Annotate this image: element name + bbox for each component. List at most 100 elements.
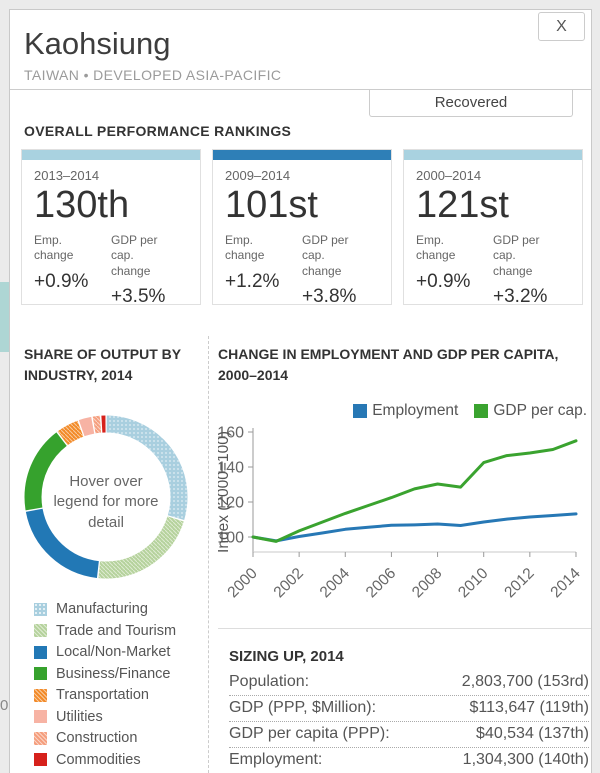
legend-item-trade-and-tourism[interactable]: Trade and Tourism [34,623,176,639]
legend-item-commodities[interactable]: Commodities [34,752,176,768]
rank-period: 2000–2014 [416,168,482,183]
rank-card-2000-2014: 2000–2014 121st Emp. change +0.9% GDP pe… [403,149,583,308]
table-row: Employment: 1,304,300 (140th) [229,748,589,773]
legend-label: Employment [372,402,459,419]
row-value: $113,647 (119th) [469,699,590,716]
page-title: Kaohsiung [24,26,171,61]
svg-text:2000: 2000 [224,565,261,602]
donut-center-note: Hover over legend for more detail [53,473,159,531]
donut-segment-commodities[interactable] [24,415,188,579]
svg-text:2008: 2008 [409,565,445,601]
legend-swatch [34,731,47,745]
legend-item-construction[interactable]: Construction [34,730,176,746]
background-page-sliver [0,282,9,352]
gdp-change-value: +3.8% [302,286,357,308]
svg-text:100: 100 [218,530,244,547]
rank-card-topbar [213,150,391,160]
legend-label: Local/Non-Market [56,644,171,660]
legend-label: Utilities [56,708,103,725]
emp-change-value: +0.9% [34,270,89,292]
row-label: Population: [229,673,310,690]
legend-label: Trade and Tourism [56,622,177,639]
row-value: 2,803,700 (153rd) [461,673,589,690]
emp-change-label: Emp. change [225,232,265,263]
table-row: GDP per capita (PPP): $40,534 (137th) [229,722,589,748]
column-divider [208,336,209,773]
legend-item-utilities[interactable]: Utilities [34,709,176,725]
legend-label: Business/Finance [56,665,171,682]
rankings-heading: OVERALL PERFORMANCE RANKINGS [24,123,292,139]
emp-change-value: +1.2% [225,270,280,292]
line-legend-item-employment[interactable]: Employment [353,402,458,420]
legend-item-manufacturing[interactable]: Manufacturing [34,601,176,617]
sizing-heading: SIZING UP, 2014 [229,648,344,665]
legend-swatch [34,602,47,616]
table-row: GDP (PPP, $Million): $113,647 (119th) [229,696,589,722]
legend-label: Construction [56,730,138,746]
legend-label: Manufacturing [56,601,148,617]
row-value: 1,304,300 (140th) [462,751,589,768]
industry-donut-chart[interactable]: Hover over legend for more detail [21,412,191,582]
legend-swatch [34,688,47,702]
industry-legend: Manufacturing Trade and Tourism Local/Non-… [34,601,176,773]
gdp-change-value: +3.5% [111,286,166,308]
close-button[interactable]: X [538,12,585,41]
series-line-gdp-per-cap-[interactable] [251,439,578,543]
background-page-artifact: 0 [0,697,9,714]
rank-card-2009-2014: 2009–2014 101st Emp. change +1.2% GDP pe… [212,149,392,308]
legend-label: Transportation [56,687,149,703]
rank-value: 101st [225,184,318,226]
svg-text:140: 140 [218,460,244,477]
gdp-change-label: GDP per cap. change [111,232,158,278]
row-label: GDP (PPP, $Million): [229,699,377,716]
row-label: GDP per capita (PPP): [229,725,390,742]
line-chart-legend: Employment GDP per cap. [218,402,591,420]
line-legend-item-gdp-per-cap-[interactable]: GDP per cap. [474,402,587,420]
legend-swatch [34,710,47,723]
emp-change-label: Emp. change [34,232,74,263]
legend-label: GDP per cap. [493,402,587,419]
row-label: Employment: [229,751,323,768]
gdp-change-value: +3.2% [493,286,548,308]
legend-swatch [474,404,489,418]
gdp-change-label: GDP per cap. change [302,232,349,278]
y-axis-label: Index (2000=100) [218,431,232,553]
svg-text:160: 160 [218,425,244,442]
svg-text:120: 120 [218,495,244,512]
page-subtitle: TAIWAN • DEVELOPED ASIA-PACIFIC [24,67,282,83]
emp-change-label: Emp. change [416,232,456,263]
legend-swatch [34,624,47,637]
legend-swatch [34,667,47,680]
rank-period: 2013–2014 [34,168,100,183]
header-divider [10,89,591,90]
legend-label: Commodities [56,751,141,768]
legend-item-business-finance[interactable]: Business/Finance [34,666,176,682]
rank-value: 130th [34,184,130,226]
svg-text:2012: 2012 [501,565,537,601]
donut-segment-business-finance[interactable] [24,415,188,579]
legend-swatch [353,404,368,418]
rank-card-2013-2014: 2013–2014 130th Emp. change +0.9% GDP pe… [21,149,201,308]
industry-chart-title: SHARE OF OUTPUT BY INDUSTRY, 2014 [24,346,181,383]
svg-text:2006: 2006 [363,565,399,601]
employment-chart-title: CHANGE IN EMPLOYMENT AND GDP PER CAPITA,… [218,346,559,383]
svg-text:2014: 2014 [547,565,584,602]
legend-item-transportation[interactable]: Transportation [34,687,176,703]
rankings-cards-row: 2013–2014 130th Emp. change +0.9% GDP pe… [21,149,583,308]
sizing-divider [218,628,591,629]
gdp-change-label: GDP per cap. change [493,232,540,278]
sizing-table: Population: 2,803,700 (153rd) GDP (PPP, … [229,670,589,773]
legend-item-local-non-market[interactable]: Local/Non-Market [34,644,176,660]
svg-text:2002: 2002 [271,565,307,601]
svg-text:2010: 2010 [455,565,492,602]
legend-swatch [34,753,47,766]
svg-text:2004: 2004 [317,565,354,602]
recovery-status-badge[interactable]: Recovered [369,90,573,117]
rank-period: 2009–2014 [225,168,291,183]
employment-gdp-line-chart[interactable]: 100 120 140 160 2000 2002 2004 2006 2008 2010 2012… [215,420,591,605]
emp-change-value: +0.9% [416,270,471,292]
rank-card-topbar [22,150,200,160]
rank-card-topbar [404,150,582,160]
series-line-employment[interactable] [251,512,578,543]
